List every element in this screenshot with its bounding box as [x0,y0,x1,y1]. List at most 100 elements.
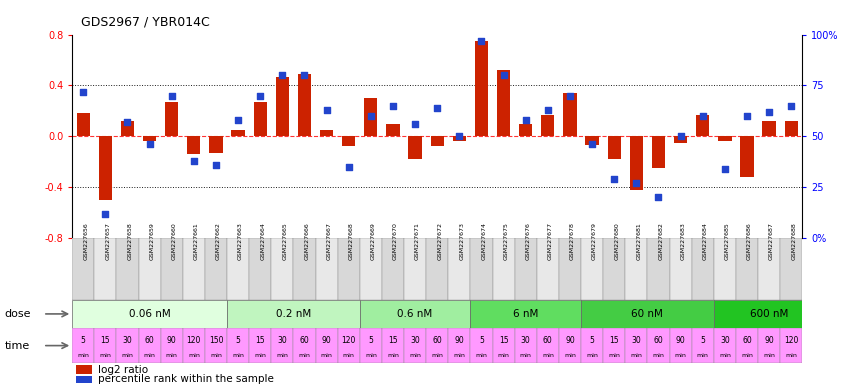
Text: 60: 60 [300,336,309,345]
Point [386,103,400,109]
Bar [630,136,643,190]
Text: 30: 30 [521,336,531,345]
Text: 6 nM: 6 nM [513,309,538,319]
Text: GSM227684: GSM227684 [703,222,708,260]
Text: 30: 30 [278,336,287,345]
Bar [448,238,470,300]
Bar [188,136,200,154]
Text: GSM227659: GSM227659 [149,222,155,260]
Text: min: min [387,353,399,359]
Point [740,113,754,119]
Text: GSM227674: GSM227674 [481,222,486,260]
Point [541,107,554,113]
Bar [254,102,267,136]
Text: 60: 60 [543,336,553,345]
Text: 15: 15 [256,336,265,345]
Bar [183,238,205,300]
Text: 90: 90 [764,336,774,345]
Bar [696,115,710,136]
Bar [272,238,294,300]
Text: GSM227682: GSM227682 [659,222,663,260]
Bar [740,136,754,177]
Point [674,133,688,139]
Text: min: min [166,353,177,359]
Text: GSM227656: GSM227656 [83,222,88,260]
Point [187,158,200,164]
Text: GSM227683: GSM227683 [681,222,686,260]
Point [475,38,488,44]
Bar [160,328,183,363]
Text: min: min [608,353,620,359]
Bar [382,328,404,363]
Text: min: min [232,353,244,359]
Bar [448,328,470,363]
Point [298,72,312,78]
Point [121,119,134,125]
Text: 60: 60 [144,336,155,345]
Bar [492,238,514,300]
Bar [408,136,422,159]
Bar [360,328,382,363]
Bar [470,238,492,300]
Text: GSM227658: GSM227658 [127,222,132,260]
Bar [692,238,714,300]
Bar [780,238,802,300]
Bar [581,300,714,328]
Text: 30: 30 [720,336,730,345]
Text: 90: 90 [167,336,177,345]
Text: min: min [321,353,333,359]
Point [408,121,422,127]
Point [453,133,466,139]
Text: GSM227662: GSM227662 [216,222,221,260]
Bar [72,328,94,363]
Point [585,141,599,147]
Text: 5: 5 [590,336,594,345]
Text: GSM227657: GSM227657 [105,222,110,260]
Point [209,162,222,168]
Text: 120: 120 [187,336,201,345]
Text: log2 ratio: log2 ratio [98,365,148,375]
Text: 15: 15 [100,336,110,345]
Bar [470,328,492,363]
Bar [581,238,603,300]
Text: 600 nM: 600 nM [750,309,789,319]
Text: 30: 30 [410,336,420,345]
Text: min: min [453,353,465,359]
Bar [670,328,692,363]
Text: 90: 90 [454,336,464,345]
Text: GSM227663: GSM227663 [238,222,243,260]
Bar [626,238,648,300]
Bar [249,328,272,363]
Point [607,176,621,182]
Bar [652,136,665,168]
Point [342,164,356,170]
Bar [426,328,448,363]
Text: 15: 15 [499,336,509,345]
Text: GSM227681: GSM227681 [637,222,641,260]
Text: GSM227660: GSM227660 [171,222,177,260]
Text: min: min [188,353,200,359]
Text: GSM227685: GSM227685 [725,222,730,260]
Text: GSM227687: GSM227687 [769,222,774,260]
Bar [183,328,205,363]
Bar [537,328,559,363]
Point [652,194,666,200]
Text: percentile rank within the sample: percentile rank within the sample [98,374,273,384]
Bar [320,130,334,136]
Bar [298,74,311,136]
Text: dose: dose [4,309,31,319]
Bar [342,136,356,147]
Text: GSM227664: GSM227664 [261,222,265,260]
Text: GSM227673: GSM227673 [459,222,464,260]
Bar [404,238,426,300]
Text: 60: 60 [654,336,663,345]
Bar [76,113,90,136]
Text: min: min [475,353,487,359]
Bar [784,121,798,136]
Text: min: min [763,353,775,359]
Text: 120: 120 [341,336,356,345]
Bar [121,121,134,136]
Point [364,113,378,119]
Bar [210,136,222,153]
Point [231,117,245,123]
